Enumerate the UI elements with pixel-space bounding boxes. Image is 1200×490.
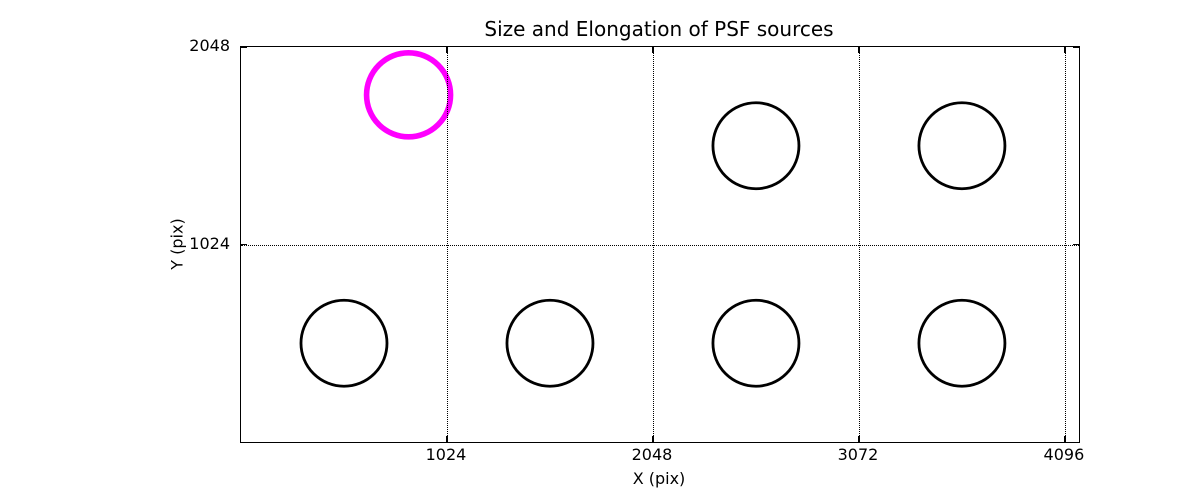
psf-sources-accepted-ellipse: [711, 101, 801, 191]
x-tick: [446, 47, 448, 53]
chart-title: Size and Elongation of PSF sources: [484, 17, 834, 41]
y-tick: [241, 243, 247, 246]
x-tick: [652, 47, 654, 53]
x-tick: [858, 436, 860, 442]
y-gridline: [241, 244, 1079, 246]
y-tick: [1073, 46, 1079, 48]
plot-area: [240, 46, 1080, 443]
y-tick: [1073, 243, 1079, 246]
psf-sources-accepted-ellipse: [505, 298, 595, 388]
psf-sources-accepted-ellipse: [917, 298, 1007, 388]
x-tick-label: 2048: [631, 445, 673, 464]
x-tick: [1064, 47, 1066, 53]
x-tick: [858, 47, 860, 53]
psf-sources-accepted-ellipse: [299, 298, 389, 388]
y-tick-label: 1024: [189, 233, 230, 253]
y-tick-label: 2048: [189, 36, 230, 55]
x-tick-label: 4096: [1043, 445, 1085, 464]
x-tick-label: 1024: [425, 445, 467, 464]
x-tick: [1064, 436, 1066, 442]
ellipse-layer: [299, 50, 1007, 388]
psf-sources-accepted-ellipse: [711, 298, 801, 388]
x-tick-label: 3072: [837, 445, 879, 464]
y-tick: [241, 46, 247, 48]
x-axis-label: X (pix): [632, 469, 686, 488]
psf-sources-accepted-ellipse: [917, 101, 1007, 191]
x-tick: [446, 436, 448, 442]
psf-source-flagged-ellipse: [363, 50, 454, 140]
x-tick: [652, 436, 654, 442]
